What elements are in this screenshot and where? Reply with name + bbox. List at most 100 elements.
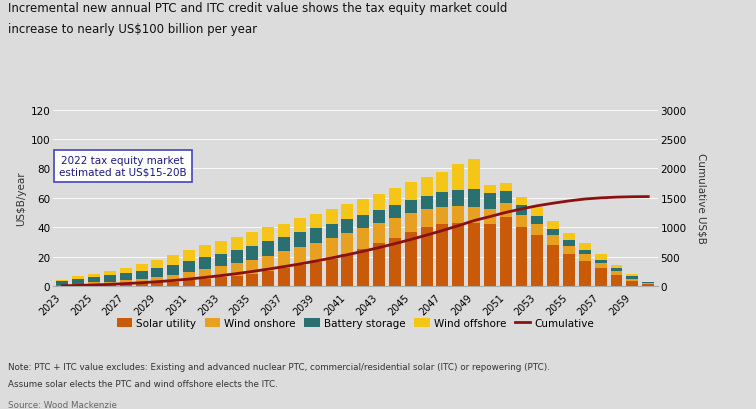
Line: Cumulative: Cumulative: [63, 197, 648, 286]
Bar: [342, 205, 353, 220]
Bar: [119, 273, 132, 281]
Bar: [420, 228, 432, 286]
Bar: [643, 284, 654, 286]
Bar: [326, 239, 337, 259]
Bar: [104, 282, 116, 285]
Bar: [500, 204, 512, 218]
Bar: [452, 207, 464, 223]
Bar: [611, 275, 622, 286]
Bar: [310, 243, 321, 263]
Bar: [531, 208, 544, 217]
Text: increase to nearly US$100 billion per year: increase to nearly US$100 billion per ye…: [8, 22, 257, 36]
Cumulative: [327, 256, 336, 261]
Bar: [452, 190, 464, 207]
Text: Note: PTC + ITC value excludes: Existing and advanced nuclear PTC, commercial/re: Note: PTC + ITC value excludes: Existing…: [8, 362, 550, 371]
Bar: [420, 177, 432, 196]
Bar: [73, 285, 84, 286]
Bar: [119, 284, 132, 286]
Bar: [389, 189, 401, 206]
Bar: [404, 213, 417, 232]
Bar: [358, 215, 369, 228]
Cumulative: [311, 259, 321, 264]
Cumulative: [501, 211, 510, 216]
Bar: [342, 255, 353, 286]
Bar: [231, 276, 243, 286]
Bar: [531, 217, 544, 224]
Bar: [373, 195, 385, 211]
Bar: [389, 238, 401, 286]
Bar: [57, 281, 68, 285]
Bar: [468, 160, 480, 189]
Cumulative: [390, 242, 399, 247]
Bar: [579, 255, 591, 261]
Bar: [547, 245, 559, 286]
Y-axis label: US$B/year: US$B/year: [16, 171, 26, 226]
Bar: [104, 275, 116, 282]
Bar: [579, 244, 591, 250]
Bar: [104, 272, 116, 275]
Bar: [389, 206, 401, 218]
Cumulative: [549, 201, 558, 206]
Bar: [389, 218, 401, 238]
Bar: [183, 272, 195, 281]
Bar: [88, 283, 100, 285]
Bar: [294, 247, 306, 266]
Bar: [643, 283, 654, 284]
Bar: [167, 275, 179, 282]
Bar: [326, 259, 337, 286]
Cumulative: [358, 249, 367, 254]
Bar: [484, 193, 496, 209]
Bar: [342, 234, 353, 255]
Bar: [167, 265, 179, 275]
Bar: [73, 277, 84, 279]
Bar: [452, 165, 464, 190]
Bar: [563, 254, 575, 286]
Bar: [73, 279, 84, 284]
Bar: [484, 225, 496, 286]
Bar: [326, 209, 337, 224]
Bar: [516, 215, 528, 228]
Bar: [547, 236, 559, 245]
Bar: [119, 268, 132, 273]
Bar: [627, 277, 638, 279]
Bar: [167, 256, 179, 265]
Cumulative: [105, 282, 114, 287]
Bar: [151, 260, 163, 268]
Legend: Solar utility, Wind onshore, Battery storage, Wind offshore, Cumulative: Solar utility, Wind onshore, Battery sto…: [113, 314, 598, 332]
Bar: [627, 274, 638, 277]
Bar: [246, 260, 259, 274]
Cumulative: [612, 195, 621, 200]
Bar: [500, 218, 512, 286]
Bar: [167, 282, 179, 286]
Bar: [595, 263, 606, 269]
Cumulative: [469, 218, 479, 223]
Bar: [358, 200, 369, 215]
Bar: [627, 281, 638, 286]
Cumulative: [643, 195, 652, 200]
Bar: [215, 254, 227, 267]
Cumulative: [533, 204, 542, 209]
Bar: [627, 279, 638, 281]
Bar: [57, 285, 68, 286]
Bar: [231, 237, 243, 250]
Bar: [595, 255, 606, 260]
Bar: [595, 269, 606, 286]
Cumulative: [248, 270, 257, 274]
Bar: [436, 207, 448, 225]
Cumulative: [264, 267, 273, 272]
Bar: [151, 283, 163, 286]
Bar: [310, 263, 321, 286]
Bar: [358, 228, 369, 249]
Bar: [611, 269, 622, 272]
Bar: [262, 256, 274, 272]
Bar: [563, 234, 575, 241]
Cumulative: [121, 281, 130, 286]
Bar: [468, 207, 480, 223]
Bar: [88, 277, 100, 283]
Text: Incremental new annual PTC and ITC credit value shows the tax equity market coul: Incremental new annual PTC and ITC credi…: [8, 2, 507, 15]
Text: 2022 tax equity market
estimated at US$15-20B: 2022 tax equity market estimated at US$1…: [59, 155, 187, 177]
Bar: [183, 281, 195, 286]
Bar: [342, 220, 353, 234]
Bar: [231, 250, 243, 263]
Bar: [531, 224, 544, 235]
